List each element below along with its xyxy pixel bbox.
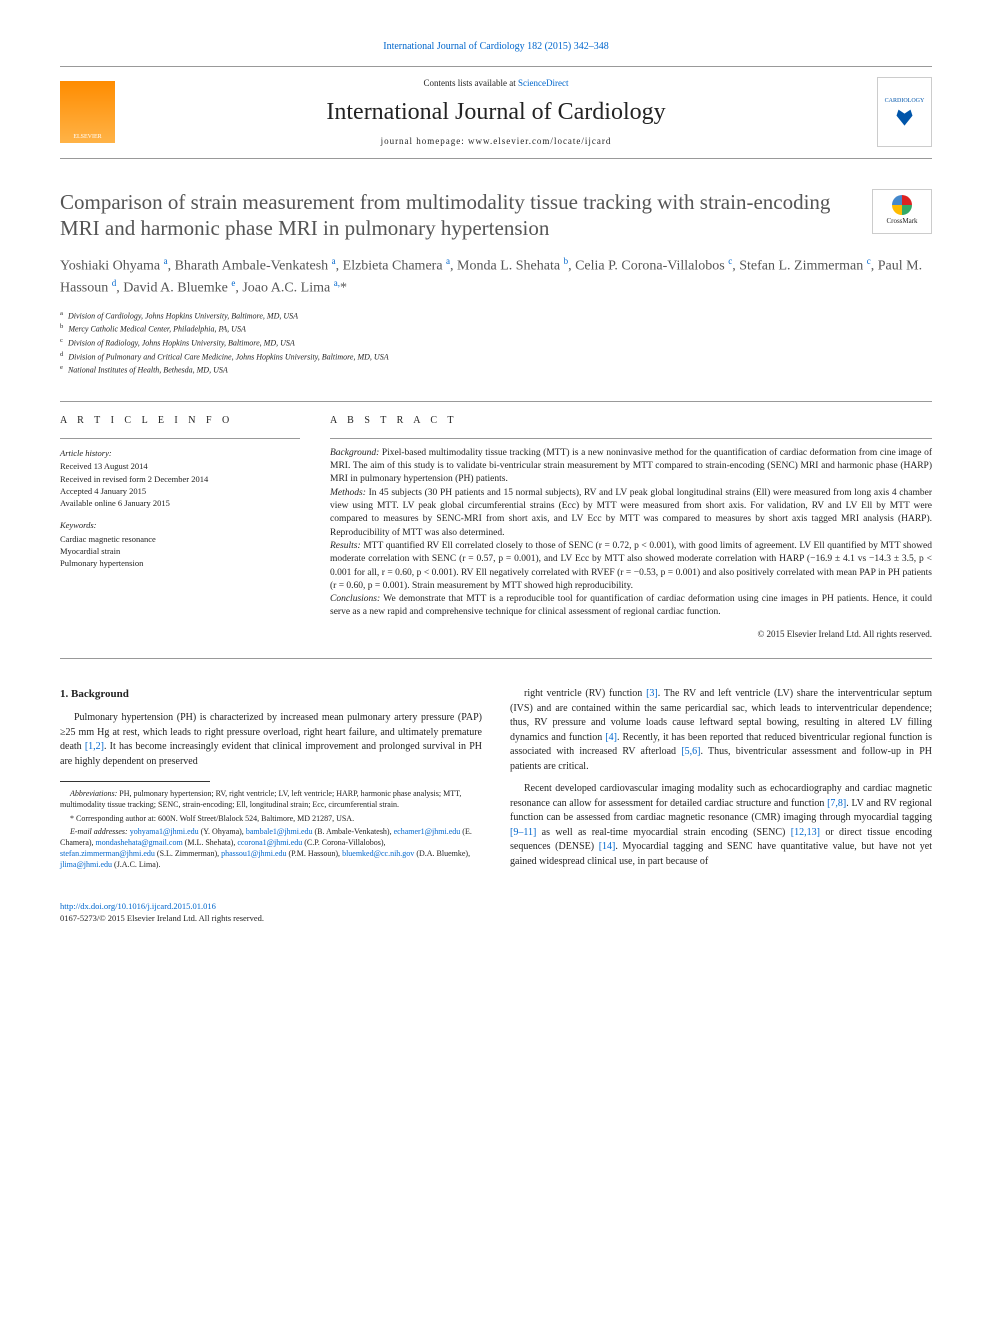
divider <box>60 658 932 659</box>
history-line: Accepted 4 January 2015 <box>60 485 300 497</box>
ref-link[interactable]: [3] <box>646 688 658 699</box>
citation-line: International Journal of Cardiology 182 … <box>60 40 932 54</box>
abstract-conclusions-label: Conclusions: <box>330 594 380 604</box>
doi-link[interactable]: http://dx.doi.org/10.1016/j.ijcard.2015.… <box>60 901 216 911</box>
email-link[interactable]: jlima@jhmi.edu <box>60 860 112 869</box>
affiliation-line: b Mercy Catholic Medical Center, Philade… <box>60 322 932 336</box>
heart-icon <box>895 108 915 128</box>
keyword: Myocardial strain <box>60 545 300 557</box>
history-line: Received 13 August 2014 <box>60 460 300 472</box>
divider <box>330 438 932 439</box>
crossmark-icon <box>892 195 912 215</box>
email-link[interactable]: ccorona1@jhmi.edu <box>237 838 302 847</box>
copyright-line: © 2015 Elsevier Ireland Ltd. All rights … <box>330 628 932 641</box>
affiliation-line: d Division of Pulmonary and Critical Car… <box>60 350 932 364</box>
journal-cover-thumb: CARDIOLOGY <box>877 77 932 147</box>
section-heading: 1. Background <box>60 687 482 703</box>
email-link[interactable]: phassou1@jhmi.edu <box>221 849 286 858</box>
journal-name: International Journal of Cardiology <box>115 96 877 130</box>
history-line: Available online 6 January 2015 <box>60 497 300 509</box>
history-line: Received in revised form 2 December 2014 <box>60 473 300 485</box>
body-paragraph: Recent developed cardiovascular imaging … <box>510 782 932 869</box>
sciencedirect-link[interactable]: ScienceDirect <box>518 78 568 88</box>
contents-line: Contents lists available at ScienceDirec… <box>115 77 877 90</box>
divider <box>60 401 932 402</box>
abstract-results-label: Results: <box>330 541 361 551</box>
ref-link[interactable]: [1,2] <box>85 741 104 752</box>
ref-link[interactable]: [7,8] <box>827 798 846 809</box>
journal-header: ELSEVIER Contents lists available at Sci… <box>60 66 932 159</box>
email-label: E-mail addresses: <box>70 827 130 836</box>
keywords-label: Keywords: <box>60 519 300 531</box>
article-info-heading: A R T I C L E I N F O <box>60 414 300 428</box>
history-label: Article history: <box>60 447 300 459</box>
affiliation-line: c Division of Radiology, Johns Hopkins U… <box>60 336 932 350</box>
body-paragraph: right ventricle (RV) function [3]. The R… <box>510 687 932 774</box>
email-link[interactable]: bambale1@jhmi.edu <box>246 827 313 836</box>
article-info: Article history: Received 13 August 2014… <box>60 447 300 570</box>
article-title: Comparison of strain measurement from mu… <box>60 189 840 242</box>
abstract-background-label: Background: <box>330 448 379 458</box>
journal-header-center: Contents lists available at ScienceDirec… <box>115 77 877 148</box>
abstract-methods-label: Methods: <box>330 488 366 498</box>
email-link[interactable]: stefan.zimmerman@jhmi.edu <box>60 849 155 858</box>
ref-link[interactable]: [4] <box>605 732 617 743</box>
affiliation-line: a Division of Cardiology, Johns Hopkins … <box>60 309 932 323</box>
footnote-divider <box>60 781 210 782</box>
article-body: 1. Background Pulmonary hypertension (PH… <box>60 687 932 877</box>
abbrev-label: Abbreviations: <box>70 789 117 798</box>
ref-link[interactable]: [14] <box>599 841 616 852</box>
abstract-body: Background: Pixel-based multimodality ti… <box>330 447 932 620</box>
page-footer: http://dx.doi.org/10.1016/j.ijcard.2015.… <box>60 901 932 925</box>
abstract-heading: A B S T R A C T <box>330 414 932 428</box>
email-link[interactable]: echamer1@jhmi.edu <box>394 827 461 836</box>
ref-link[interactable]: [9–11] <box>510 827 536 838</box>
issn-line: 0167-5273/© 2015 Elsevier Ireland Ltd. A… <box>60 913 264 923</box>
email-link[interactable]: bluemked@cc.nih.gov <box>342 849 414 858</box>
crossmark-badge[interactable]: CrossMark <box>872 189 932 234</box>
email-link[interactable]: mondashehata@gmail.com <box>96 838 183 847</box>
journal-homepage: journal homepage: www.elsevier.com/locat… <box>115 135 877 148</box>
divider <box>60 438 300 439</box>
elsevier-logo: ELSEVIER <box>60 81 115 143</box>
email-link[interactable]: yohyama1@jhmi.edu <box>130 827 199 836</box>
ref-link[interactable]: [5,6] <box>681 746 700 757</box>
author-list: Yoshiaki Ohyama a, Bharath Ambale-Venkat… <box>60 255 932 298</box>
citation-link[interactable]: International Journal of Cardiology 182 … <box>383 41 609 52</box>
keyword: Cardiac magnetic resonance <box>60 533 300 545</box>
affiliations: a Division of Cardiology, Johns Hopkins … <box>60 309 932 377</box>
ref-link[interactable]: [12,13] <box>791 827 820 838</box>
affiliation-line: e National Institutes of Health, Bethesd… <box>60 363 932 377</box>
corresponding-label: * Corresponding author at: <box>70 814 158 823</box>
footnotes: Abbreviations: PH, pulmonary hypertensio… <box>60 788 482 870</box>
keyword: Pulmonary hypertension <box>60 557 300 569</box>
body-paragraph: Pulmonary hypertension (PH) is character… <box>60 711 482 769</box>
